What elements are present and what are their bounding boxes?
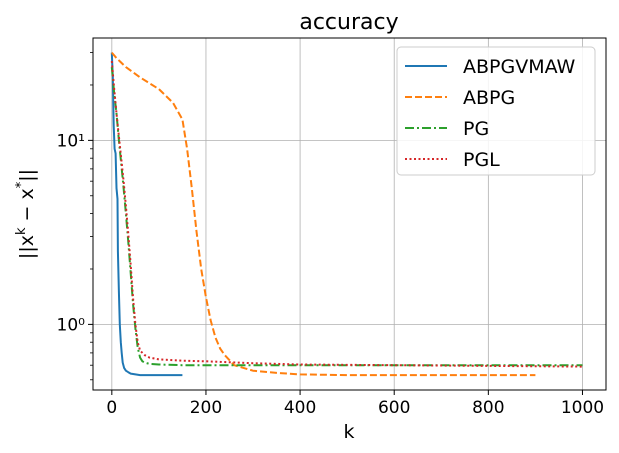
legend: ABPGVMAW ABPG PG PGL: [396, 46, 596, 176]
legend-label-pgl: PGL: [463, 149, 500, 171]
legend-label-pg: PG: [463, 118, 489, 140]
chart-title: accuracy: [299, 10, 398, 35]
series-line-abpgvmaw: [110, 52, 183, 377]
series-line-pgl: [110, 60, 583, 368]
x-axis-label: k: [343, 421, 354, 443]
legend-label-abpgvmaw: ABPGVMAW: [463, 56, 576, 78]
y-axis-label-text: ||xk − x*||: [14, 169, 38, 259]
series-line-pg: [110, 67, 583, 367]
grid: [93, 38, 606, 390]
x-tick-label: 200: [190, 398, 222, 418]
legend-label-abpg: ABPG: [463, 87, 515, 109]
plot-frame: [92, 37, 607, 391]
x-tick-label: 600: [378, 398, 410, 418]
x-tick-label: 800: [472, 398, 504, 418]
x-tick-label: 1000: [561, 398, 604, 418]
series-lines: [110, 51, 583, 377]
x-tick-label: 0: [106, 398, 117, 418]
y-tick-label: 10⁰: [57, 315, 86, 335]
y-axis-label: ||xk − x*||: [14, 169, 38, 259]
series-line-abpg: [111, 51, 536, 377]
legend-box: [396, 46, 596, 176]
x-tick-label: 400: [284, 398, 316, 418]
y-tick-label: 10¹: [57, 131, 85, 151]
axis-ticks: 0 200 400 600 800 1000 10⁰ 10¹: [57, 52, 604, 418]
